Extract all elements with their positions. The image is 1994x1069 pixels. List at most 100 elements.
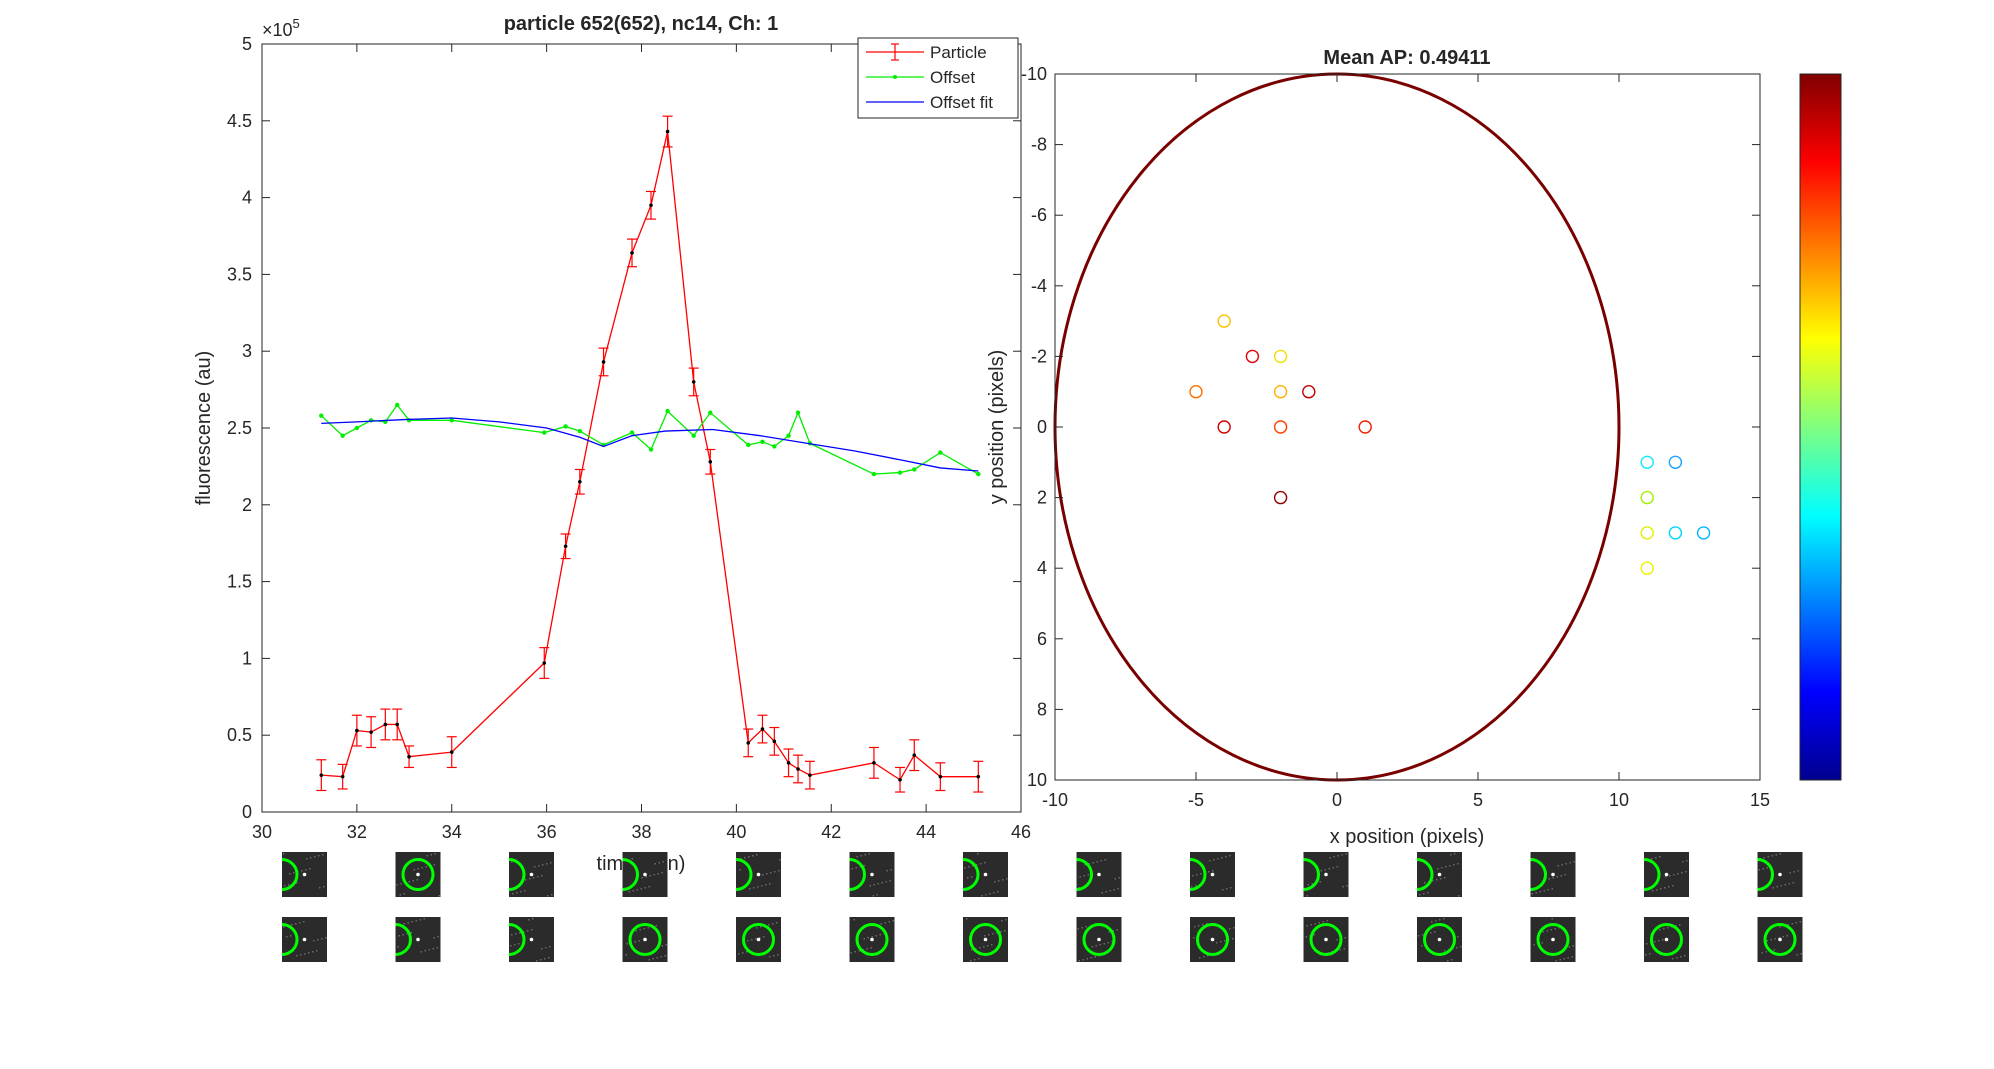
thumbnail-spot <box>1097 872 1101 877</box>
thumbnail-noise <box>1440 878 1442 880</box>
thumbnail-noise <box>1766 940 1768 942</box>
offset-point <box>871 471 877 477</box>
thumbnail-noise <box>1077 928 1079 930</box>
thumbnail-noise <box>1103 943 1105 945</box>
series-offset-fit-line <box>321 417 979 472</box>
position-point <box>1273 349 1288 364</box>
thumbnail-noise <box>300 954 302 956</box>
particle-point <box>319 773 324 777</box>
position-y-tick-label: 0 <box>1037 417 1047 437</box>
legend-offset-label: Offset <box>930 68 975 87</box>
offset-point <box>577 428 583 434</box>
thumbnail-noise <box>410 932 412 934</box>
thumbnail-noise <box>769 883 771 885</box>
thumbnail-noise <box>1652 890 1654 892</box>
thumbnail-noise <box>993 892 995 894</box>
trace-x-tick-label: 36 <box>537 822 557 842</box>
thumbnail-noise <box>752 855 754 857</box>
trace-x-tick-label: 44 <box>916 822 936 842</box>
thumbnail-noise <box>884 922 886 924</box>
thumbnail-noise <box>1419 894 1421 896</box>
thumbnail-noise <box>1655 857 1657 859</box>
thumbnail-spot <box>983 872 988 877</box>
thumbnail-circle <box>508 923 526 956</box>
position-y-tick-label: 2 <box>1037 488 1047 508</box>
thumbnail-noise <box>876 894 878 896</box>
thumbnail-noise <box>1203 956 1205 958</box>
thumbnail-noise <box>652 958 654 960</box>
thumbnail-noise <box>417 868 419 870</box>
position-point <box>1273 420 1288 434</box>
thumbnail <box>622 852 668 897</box>
thumbnail-noise <box>415 920 417 922</box>
thumbnail-noise <box>975 948 977 950</box>
particle-point <box>796 767 800 771</box>
thumbnail-noise <box>325 937 327 939</box>
thumbnail-noise <box>1664 887 1666 889</box>
thumbnail-noise <box>636 889 638 891</box>
thumbnail-noise <box>323 886 325 888</box>
thumbnail-noise <box>412 880 414 882</box>
trace-x-tick-label: 34 <box>442 822 462 842</box>
thumbnail-noise <box>985 894 987 896</box>
thumbnail-circle <box>1189 858 1207 891</box>
thumbnail-circle <box>962 858 980 891</box>
thumbnail-noise <box>1422 934 1424 936</box>
thumbnail-noise <box>308 952 310 954</box>
thumbnail-noise <box>1659 856 1661 858</box>
thumbnail-noise <box>1766 867 1768 869</box>
thumbnail <box>508 917 554 962</box>
thumbnail <box>281 917 327 962</box>
thumbnail-noise <box>293 872 295 874</box>
particle-point <box>340 774 345 779</box>
legend-particle-label: Particle <box>930 43 987 62</box>
thumbnail-noise <box>317 939 319 941</box>
thumbnail-noise <box>309 868 311 870</box>
position-y-tick-label: 6 <box>1037 629 1047 649</box>
thumbnail-noise <box>1782 936 1784 938</box>
thumbnail-noise <box>527 930 529 932</box>
thumbnail-noise <box>519 932 521 934</box>
thumbnail-noise <box>658 862 660 864</box>
offset-point <box>648 447 654 452</box>
thumbnail-noise <box>1100 860 1102 862</box>
thumbnail <box>622 917 668 962</box>
thumbnail-noise <box>1551 918 1553 920</box>
thumbnail-noise <box>1198 925 1200 927</box>
thumbnail-noise <box>1799 921 1801 923</box>
particle-point <box>355 728 359 733</box>
position-point <box>1668 455 1683 469</box>
thumbnail-noise <box>1217 858 1219 860</box>
thumbnail-noise <box>880 923 882 925</box>
thumbnail-noise <box>1572 945 1574 947</box>
thumbnail-noise <box>998 880 1000 882</box>
thumbnail-noise <box>655 925 657 927</box>
thumbnail-noise <box>416 879 418 881</box>
thumbnail-noise <box>964 867 966 869</box>
particle-point <box>383 722 388 727</box>
thumbnail-noise <box>1194 926 1196 928</box>
particle-point <box>976 774 981 779</box>
thumbnail-noise <box>987 945 989 947</box>
thumbnail-noise <box>1774 938 1776 940</box>
thumbnail-noise <box>1665 876 1667 878</box>
trace-y-tick-label: 2.5 <box>227 418 252 438</box>
thumbnail-noise <box>1078 960 1080 962</box>
thumbnail-noise <box>660 956 662 958</box>
thumbnail-noise <box>426 855 428 857</box>
thumbnail-noise <box>1118 877 1120 879</box>
thumbnail-circle <box>735 858 753 891</box>
trace-y-tick-label: 3.5 <box>227 264 252 284</box>
thumbnail-noise <box>966 918 968 920</box>
thumbnail <box>736 917 781 962</box>
trace-ticks: 30 32 34 36 38 40 42 44 46 0 0.5 1 1.5 2 2.5 3 3.5 4 4.5 5 <box>227 34 1031 842</box>
thumbnail-noise <box>1086 958 1088 960</box>
thumbnail-noise <box>1101 892 1103 894</box>
trace-y-tick-label: 4.5 <box>227 111 252 131</box>
thumbnail-noise <box>1424 882 1426 884</box>
offset-point <box>394 402 400 408</box>
thumbnail-noise <box>1564 874 1566 876</box>
thumbnail-noise <box>1206 923 1208 925</box>
thumbnail-noise <box>635 930 637 932</box>
thumbnail-noise <box>888 921 890 923</box>
